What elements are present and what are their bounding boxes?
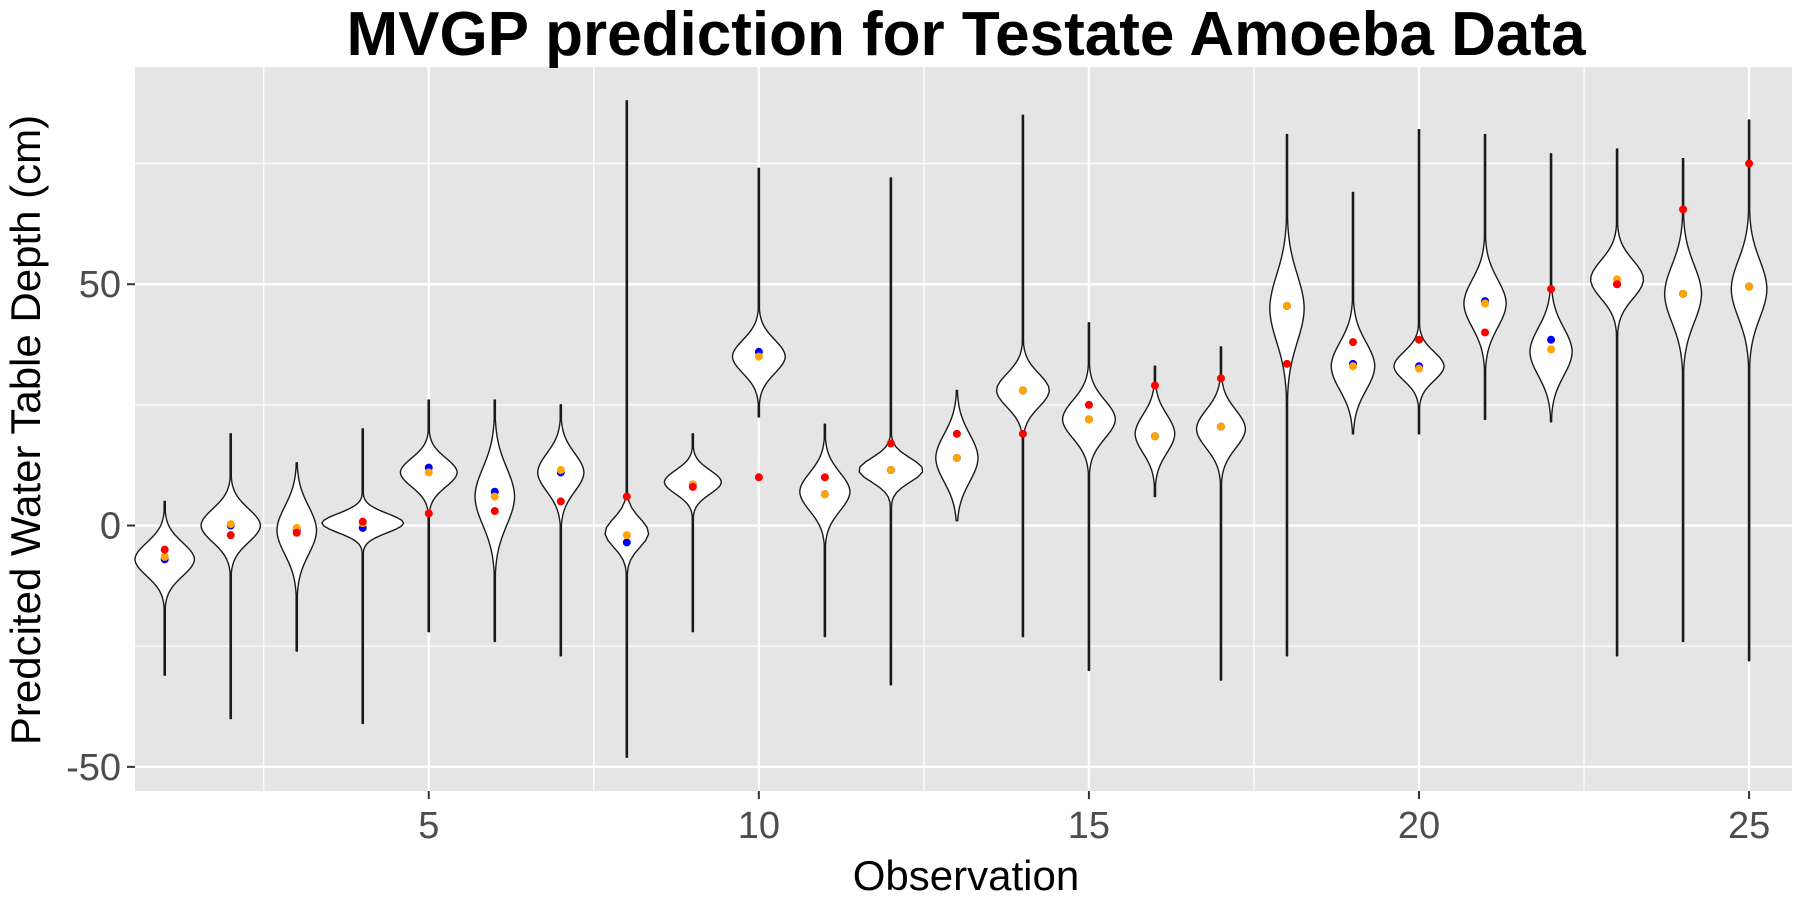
violin-18 [1269,133,1305,657]
observed-point-2 [226,531,235,540]
median-point-11 [820,490,829,499]
median-point-21 [1481,299,1490,308]
x-tick-label: 5 [418,805,439,847]
x-tick-label: 15 [1068,805,1110,847]
y-tick-label: -50 [66,747,121,789]
median-point-13 [952,453,961,462]
observed-point-15 [1084,400,1093,409]
violin-19 [1330,191,1376,435]
violin-14 [995,114,1051,638]
median-point-16 [1150,432,1159,441]
observed-point-16 [1150,381,1159,390]
median-point-8 [622,531,631,540]
violin-24 [1663,158,1703,643]
violin-11 [799,423,851,638]
x-tick-label: 10 [738,805,780,847]
median-point-17 [1216,422,1225,431]
violin-10 [731,167,786,418]
chart-title: MVGP prediction for Testate Amoeba Data [346,0,1586,69]
observed-point-23 [1613,280,1622,289]
violin-12 [858,177,924,686]
median-point-18 [1282,301,1291,310]
x-axis-title: Observation [853,852,1079,899]
median-point-15 [1084,415,1093,424]
observed-point-17 [1216,374,1225,383]
median-point-20 [1415,364,1424,373]
violin-8 [604,100,650,758]
observed-point-20 [1415,335,1424,344]
observed-point-22 [1547,285,1556,294]
observed-point-11 [820,473,829,482]
mean-point-22 [1547,335,1556,344]
observed-point-14 [1018,429,1027,438]
violin-17 [1195,346,1247,681]
x-tick-label: 20 [1398,805,1440,847]
violin-2 [200,433,262,720]
observed-point-12 [886,439,895,448]
violin-20 [1393,129,1445,435]
median-point-2 [226,520,235,529]
observed-point-21 [1481,328,1490,337]
violins [134,100,1768,758]
observed-point-8 [622,492,631,501]
median-point-24 [1679,289,1688,298]
violin-4 [321,428,405,725]
observed-point-10 [754,473,763,482]
violin-15 [1061,322,1117,672]
violin-3 [276,462,318,652]
observed-point-7 [556,497,565,506]
observed-point-19 [1348,338,1357,347]
mean-point-8 [622,538,631,547]
observed-point-18 [1282,359,1291,368]
observed-point-5 [424,509,433,518]
observed-point-13 [952,429,961,438]
y-axis-title: Predcited Water Table Depth (cm) [2,115,49,745]
violin-1 [134,500,196,676]
violin-23 [1589,148,1645,657]
y-tick-label: 50 [79,264,121,306]
violin-6 [474,399,516,643]
median-point-10 [754,352,763,361]
median-point-1 [160,552,169,561]
median-point-22 [1547,345,1556,354]
observed-point-3 [292,528,301,537]
median-point-6 [490,492,499,501]
median-point-14 [1018,386,1027,395]
violin-7 [537,404,585,657]
x-tick-label: 25 [1728,805,1770,847]
median-point-25 [1745,282,1754,291]
observed-point-1 [160,545,169,554]
observed-point-24 [1679,205,1688,214]
axis-ticks: -50 0 50 5 10 15 20 25 [66,264,1770,847]
violin-25 [1730,119,1768,662]
median-point-5 [424,468,433,477]
observed-point-6 [490,507,499,516]
observed-point-25 [1745,159,1754,168]
median-point-7 [556,466,565,475]
violin-16 [1134,365,1176,498]
median-point-19 [1348,362,1357,371]
y-tick-label: 0 [100,506,121,548]
points [160,159,1754,564]
violin-9 [663,433,722,633]
observed-point-9 [688,482,697,491]
observed-point-4 [358,517,367,526]
median-point-12 [886,466,895,475]
violin-21 [1463,133,1507,421]
